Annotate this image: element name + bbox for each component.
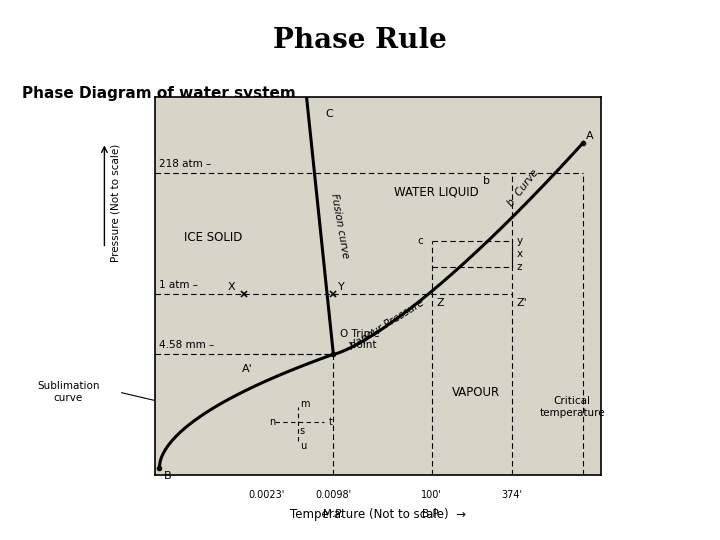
- Text: z: z: [516, 262, 522, 272]
- Text: 4.58 mm –: 4.58 mm –: [159, 340, 215, 350]
- Text: Sublimation
curve: Sublimation curve: [37, 381, 99, 403]
- Text: 374': 374': [501, 490, 523, 501]
- Text: Fusion curve: Fusion curve: [330, 192, 351, 259]
- Text: A': A': [242, 364, 253, 374]
- Text: Z': Z': [516, 298, 527, 308]
- Text: B: B: [163, 471, 171, 482]
- Text: b  Curve: b Curve: [505, 167, 541, 208]
- Text: y: y: [516, 236, 523, 246]
- Text: s: s: [300, 426, 305, 436]
- Text: A: A: [585, 131, 593, 140]
- Text: B.P.: B.P.: [423, 509, 441, 519]
- Text: Temperature (Not to scale)  →: Temperature (Not to scale) →: [290, 508, 466, 521]
- Text: u: u: [300, 441, 306, 451]
- Text: 218 atm –: 218 atm –: [159, 159, 212, 169]
- Text: VAPOUR: VAPOUR: [452, 386, 500, 399]
- Text: Pressure (Not to scale): Pressure (Not to scale): [110, 144, 120, 262]
- Text: Critical
temperature: Critical temperature: [539, 396, 605, 418]
- Text: 0.0023': 0.0023': [248, 490, 284, 501]
- Text: n: n: [269, 417, 275, 427]
- Text: 1 atm –: 1 atm –: [159, 280, 198, 290]
- Text: X: X: [228, 282, 235, 292]
- Text: O Triple
   point: O Triple point: [340, 329, 379, 350]
- Text: Z: Z: [436, 298, 444, 308]
- Text: M.P.: M.P.: [323, 509, 343, 519]
- Text: x: x: [516, 249, 523, 259]
- Text: t: t: [329, 417, 333, 427]
- Text: C: C: [325, 109, 333, 119]
- Text: c: c: [417, 236, 423, 246]
- Text: Vapour Pressure: Vapour Pressure: [348, 298, 426, 350]
- Text: 100': 100': [421, 490, 442, 501]
- Text: b: b: [482, 176, 490, 186]
- Text: WATER LIQUID: WATER LIQUID: [394, 185, 478, 198]
- Text: Y: Y: [338, 282, 345, 292]
- Text: ICE SOLID: ICE SOLID: [184, 231, 242, 244]
- Text: m: m: [300, 399, 310, 409]
- Text: Phase Diagram of water system: Phase Diagram of water system: [22, 86, 295, 102]
- Text: Phase Rule: Phase Rule: [273, 27, 447, 54]
- Text: 0.0098': 0.0098': [315, 490, 351, 501]
